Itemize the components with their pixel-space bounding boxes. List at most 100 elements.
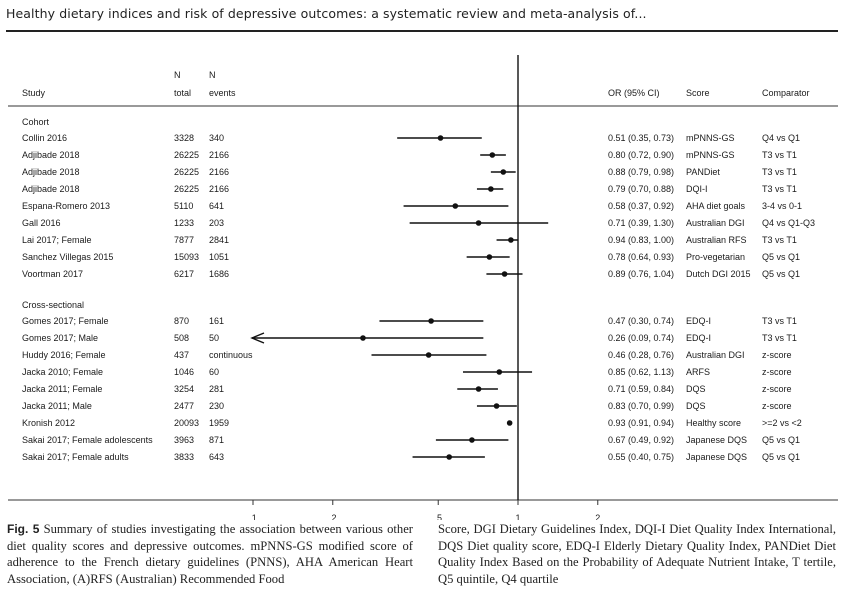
comparator-label: T3 vs T1 [762,333,797,343]
n-total: 870 [174,316,189,326]
n-events: 281 [209,384,224,394]
point-estimate [493,403,500,409]
study-label: Adjibade 2018 [22,150,80,160]
study-label: Jacka 2010; Female [22,367,103,377]
or-ci-text: 0.78 (0.64, 0.93) [608,252,674,262]
n-total: 3833 [174,452,194,462]
comparator-label: Q5 vs Q1 [762,452,800,462]
n-events: 871 [209,435,224,445]
n-events: 161 [209,316,224,326]
n-total: 5110 [174,201,193,211]
score-label: mPNNS-GS [686,150,735,160]
or-ci-text: 0.46 (0.28, 0.76) [608,350,674,360]
comparator-label: z-score [762,350,792,360]
point-estimate [486,254,493,260]
study-label: Adjibade 2018 [22,184,80,194]
study-label: Adjibade 2018 [22,167,80,177]
n-events: 50 [209,333,219,343]
n-events: 1959 [209,418,229,428]
point-estimate [469,437,475,443]
study-label: Sanchez Villegas 2015 [22,252,113,262]
n-total: 15093 [174,252,199,262]
study-label: Gomes 2017; Male [22,333,98,343]
study-label: Kronish 2012 [22,418,75,428]
n-total: 1046 [174,367,194,377]
study-label: Sakai 2017; Female adults [22,452,129,462]
header-comparator: Comparator [762,88,810,98]
caption-left-text: Summary of studies investigating the ass… [7,522,413,586]
n-events: 641 [209,201,224,211]
comparator-label: Q5 vs Q1 [762,252,800,262]
or-ci-text: 0.93 (0.91, 0.94) [608,418,674,428]
comparator-label: T3 vs T1 [762,184,797,194]
or-ci-text: 0.51 (0.35, 0.73) [608,133,674,143]
x-tick-label: 2 [595,513,600,520]
score-label: Japanese DQS [686,452,747,462]
score-label: PANDiet [686,167,720,177]
or-ci-text: 0.88 (0.79, 0.98) [608,167,674,177]
score-label: DQS [686,384,706,394]
study-label: Voortman 2017 [22,269,83,279]
study-label: Jacka 2011; Female [22,384,102,394]
study-label: Lai 2017; Female [22,235,92,245]
n-total: 26225 [174,184,199,194]
figure-label: Fig. 5 [7,522,40,536]
study-label: Collin 2016 [22,133,67,143]
page-title: Healthy dietary indices and risk of depr… [6,6,647,21]
score-label: Australian RFS [686,235,747,245]
point-estimate [437,135,444,141]
or-ci-text: 0.89 (0.76, 1.04) [608,269,674,279]
score-label: Australian DGI [686,350,745,360]
or-ci-text: 0.71 (0.59, 0.84) [608,384,674,394]
header-n-events: events [209,88,236,98]
point-estimate [360,335,366,341]
score-label: Japanese DQS [686,435,747,445]
caption-right-text: Score, DGI Dietary Guidelines Index, DQI… [438,522,836,586]
n-total: 508 [174,333,189,343]
comparator-label: T3 vs T1 [762,167,797,177]
comparator-label: Q5 vs Q1 [762,269,800,279]
or-ci-text: 0.94 (0.83, 1.00) [608,235,674,245]
or-ci-text: 0.26 (0.09, 0.74) [608,333,674,343]
point-estimate [506,420,513,426]
n-total: 20093 [174,418,199,428]
x-tick-label: .2 [329,513,337,520]
n-events: 2166 [209,184,229,194]
comparator-label: z-score [762,384,792,394]
header-n-total: total [174,88,191,98]
point-estimate [452,203,459,209]
comparator-label: 3-4 vs 0-1 [762,201,802,211]
n-total: 3328 [174,133,194,143]
n-events: 203 [209,218,224,228]
or-ci-text: 0.79 (0.70, 0.88) [608,184,674,194]
title-rule [6,30,838,32]
point-estimate [496,369,503,375]
header-n-total-top: N [174,70,181,80]
forest-plot: N N Study total events OR (95% CI) Score… [8,55,838,520]
or-ci-text: 0.83 (0.70, 0.99) [608,401,674,411]
n-events: 2841 [209,235,229,245]
n-total: 3963 [174,435,194,445]
or-ci-text: 0.47 (0.30, 0.74) [608,316,674,326]
score-label: Healthy score [686,418,741,428]
score-label: Pro-vegetarian [686,252,745,262]
comparator-label: Q4 vs Q1-Q3 [762,218,815,228]
score-label: Dutch DGI 2015 [686,269,751,279]
n-events: 643 [209,452,224,462]
header-score: Score [686,88,710,98]
score-label: mPNNS-GS [686,133,735,143]
comparator-label: T3 vs T1 [762,316,797,326]
score-label: EDQ-I [686,316,711,326]
n-total: 1233 [174,218,194,228]
x-tick-label: .1 [249,513,257,520]
n-events: 1051 [209,252,229,262]
comparator-label: z-score [762,367,792,377]
or-ci-text: 0.71 (0.39, 1.30) [608,218,674,228]
study-label: Espana-Romero 2013 [22,201,110,211]
x-tick-label: .5 [434,513,442,520]
n-events: 2166 [209,167,229,177]
comparator-label: Q5 vs Q1 [762,435,800,445]
n-total: 26225 [174,167,199,177]
ci-arrow-icon [250,332,265,344]
score-label: EDQ-I [686,333,711,343]
